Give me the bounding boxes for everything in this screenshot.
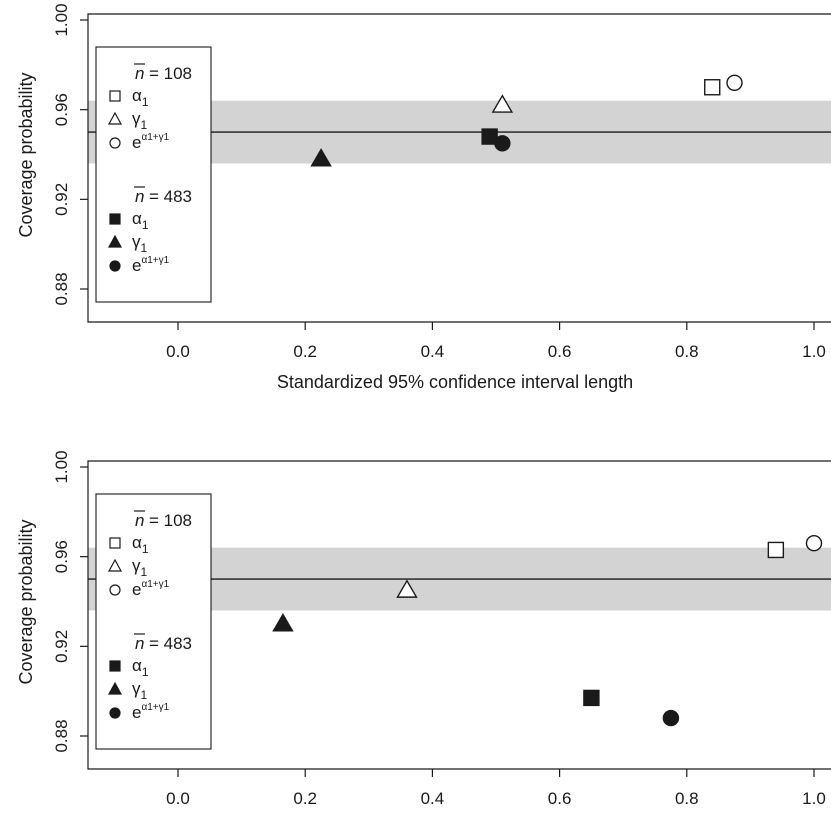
legend-marker-filled-square	[109, 660, 121, 672]
legend-marker-open-circle	[109, 137, 121, 149]
legend-label-subscript: 1	[142, 665, 149, 679]
plot-frame	[87, 460, 831, 770]
legend-group-header: = 108	[149, 511, 192, 530]
legend-label-superscript: α1+γ1	[141, 132, 169, 143]
legend-label: α1	[132, 209, 149, 232]
data-point-filled-square-n483	[481, 128, 498, 145]
legend-marker-filled-triangle	[107, 681, 123, 695]
legend-label: α1	[132, 533, 149, 556]
legend-marker-open-circle	[109, 584, 121, 596]
legend-label: γ1	[132, 109, 148, 132]
legend-marker-filled-circle	[109, 707, 121, 719]
legend-label-superscript: α1+γ1	[141, 702, 169, 713]
legend-label-main: e	[132, 703, 141, 722]
legend-marker-open-square	[109, 90, 121, 102]
legend-label: γ1	[132, 679, 148, 702]
legend-label-subscript: 1	[141, 565, 148, 579]
legend-label: eα1+γ1	[132, 255, 170, 275]
legend-marker-open-triangle	[107, 558, 123, 572]
legend-label-superscript: α1+γ1	[141, 255, 169, 266]
legend-label-main: e	[132, 256, 141, 275]
y-tick-label: 0.88	[52, 272, 71, 305]
x-tick-label: 0.0	[166, 342, 190, 361]
data-point-open-square-n108	[704, 79, 721, 96]
x-tick-label: 0.8	[675, 789, 699, 808]
legend-label-subscript: 1	[142, 218, 149, 232]
x-tick-label: 0.4	[421, 789, 445, 808]
y-tick-label: 0.88	[52, 719, 71, 752]
y-axis-label: Coverage probability	[16, 72, 36, 237]
legend-box	[95, 46, 212, 303]
legend-label-main: γ	[132, 679, 141, 698]
legend-marker-filled-circle	[109, 260, 121, 272]
legend-label-main: γ	[132, 556, 141, 575]
legend-marker-open-triangle	[107, 111, 123, 125]
y-tick-label: 0.96	[52, 540, 71, 573]
y-tick-label: 0.92	[52, 183, 71, 216]
legend-marker-filled-triangle	[107, 234, 123, 248]
y-tick-label: 1.00	[52, 3, 71, 36]
legend-group-header: = 483	[149, 634, 192, 653]
y-tick-label: 1.00	[52, 450, 71, 483]
plot-frame	[87, 13, 831, 323]
data-point-open-circle-n108	[726, 74, 743, 91]
legend-label: eα1+γ1	[132, 132, 170, 152]
legend-label: γ1	[132, 232, 148, 255]
legend-label-main: e	[132, 133, 141, 152]
y-tick-label: 0.96	[52, 93, 71, 126]
data-point-filled-square-n483	[583, 689, 600, 707]
legend-label-subscript: 1	[142, 542, 149, 556]
chart-panel-1: 0.0 0.2 0.4 0.6 0.8 1.0 0.88 0.92 0.96 1.00 Standa…	[16, 3, 831, 392]
x-tick-label: 0.6	[548, 342, 572, 361]
legend-label-main: γ	[132, 232, 141, 251]
legend-label-main: α	[132, 533, 142, 552]
legend-label: γ1	[132, 556, 148, 579]
legend-label: α1	[132, 656, 149, 679]
x-tick-label: 1.0	[802, 342, 826, 361]
legend-marker-open-square	[109, 537, 121, 549]
legend-label-superscript: α1+γ1	[141, 579, 169, 590]
legend-n-symbol: n	[135, 64, 144, 83]
legend-label-main: α	[132, 656, 142, 675]
legend-label-subscript: 1	[141, 241, 148, 255]
legend-n-symbol: n	[135, 187, 144, 206]
legend-n-symbol: n	[135, 511, 144, 530]
legend-group-header: = 108	[149, 64, 192, 83]
y-axis-label: Coverage probability	[16, 519, 36, 684]
legend-label-subscript: 1	[142, 95, 149, 109]
x-tick-label: 0.2	[293, 789, 317, 808]
data-point-filled-triangle-n483	[272, 613, 294, 632]
data-point-open-square-n108	[767, 541, 785, 559]
legend-label: eα1+γ1	[132, 702, 170, 722]
x-tick-label: 0.8	[675, 342, 699, 361]
x-tick-label: 0.0	[166, 789, 190, 808]
legend-label-main: α	[132, 86, 142, 105]
legend-label: eα1+γ1	[132, 579, 170, 599]
legend-label-main: γ	[132, 109, 141, 128]
legend-label: α1	[132, 86, 149, 109]
data-point-filled-circle-n483	[494, 135, 511, 152]
x-tick-label: 0.6	[548, 789, 572, 808]
x-tick-label: 1.0	[802, 789, 826, 808]
legend-box	[95, 493, 212, 750]
data-point-open-triangle-n108	[491, 94, 514, 113]
legend-marker-filled-square	[109, 213, 121, 225]
y-tick-label: 0.92	[52, 630, 71, 663]
legend-n-symbol: n	[135, 634, 144, 653]
data-point-open-triangle-n108	[396, 579, 418, 598]
x-tick-label: 0.2	[293, 342, 317, 361]
legend-label-main: α	[132, 209, 142, 228]
data-point-open-circle-n108	[805, 535, 823, 552]
x-axis-label: Standardized 95% confidence interval len…	[277, 372, 633, 392]
legend-label-subscript: 1	[141, 118, 148, 132]
data-point-filled-circle-n483	[662, 709, 680, 727]
legend-label-main: e	[132, 580, 141, 599]
x-tick-label: 0.4	[421, 342, 445, 361]
chart-panel-2: 0.00.20.40.60.81.00.880.920.961.00Standa…	[16, 450, 831, 820]
legend-group-header: = 483	[149, 187, 192, 206]
legend-label-subscript: 1	[141, 688, 148, 702]
data-point-filled-triangle-n483	[310, 148, 332, 167]
